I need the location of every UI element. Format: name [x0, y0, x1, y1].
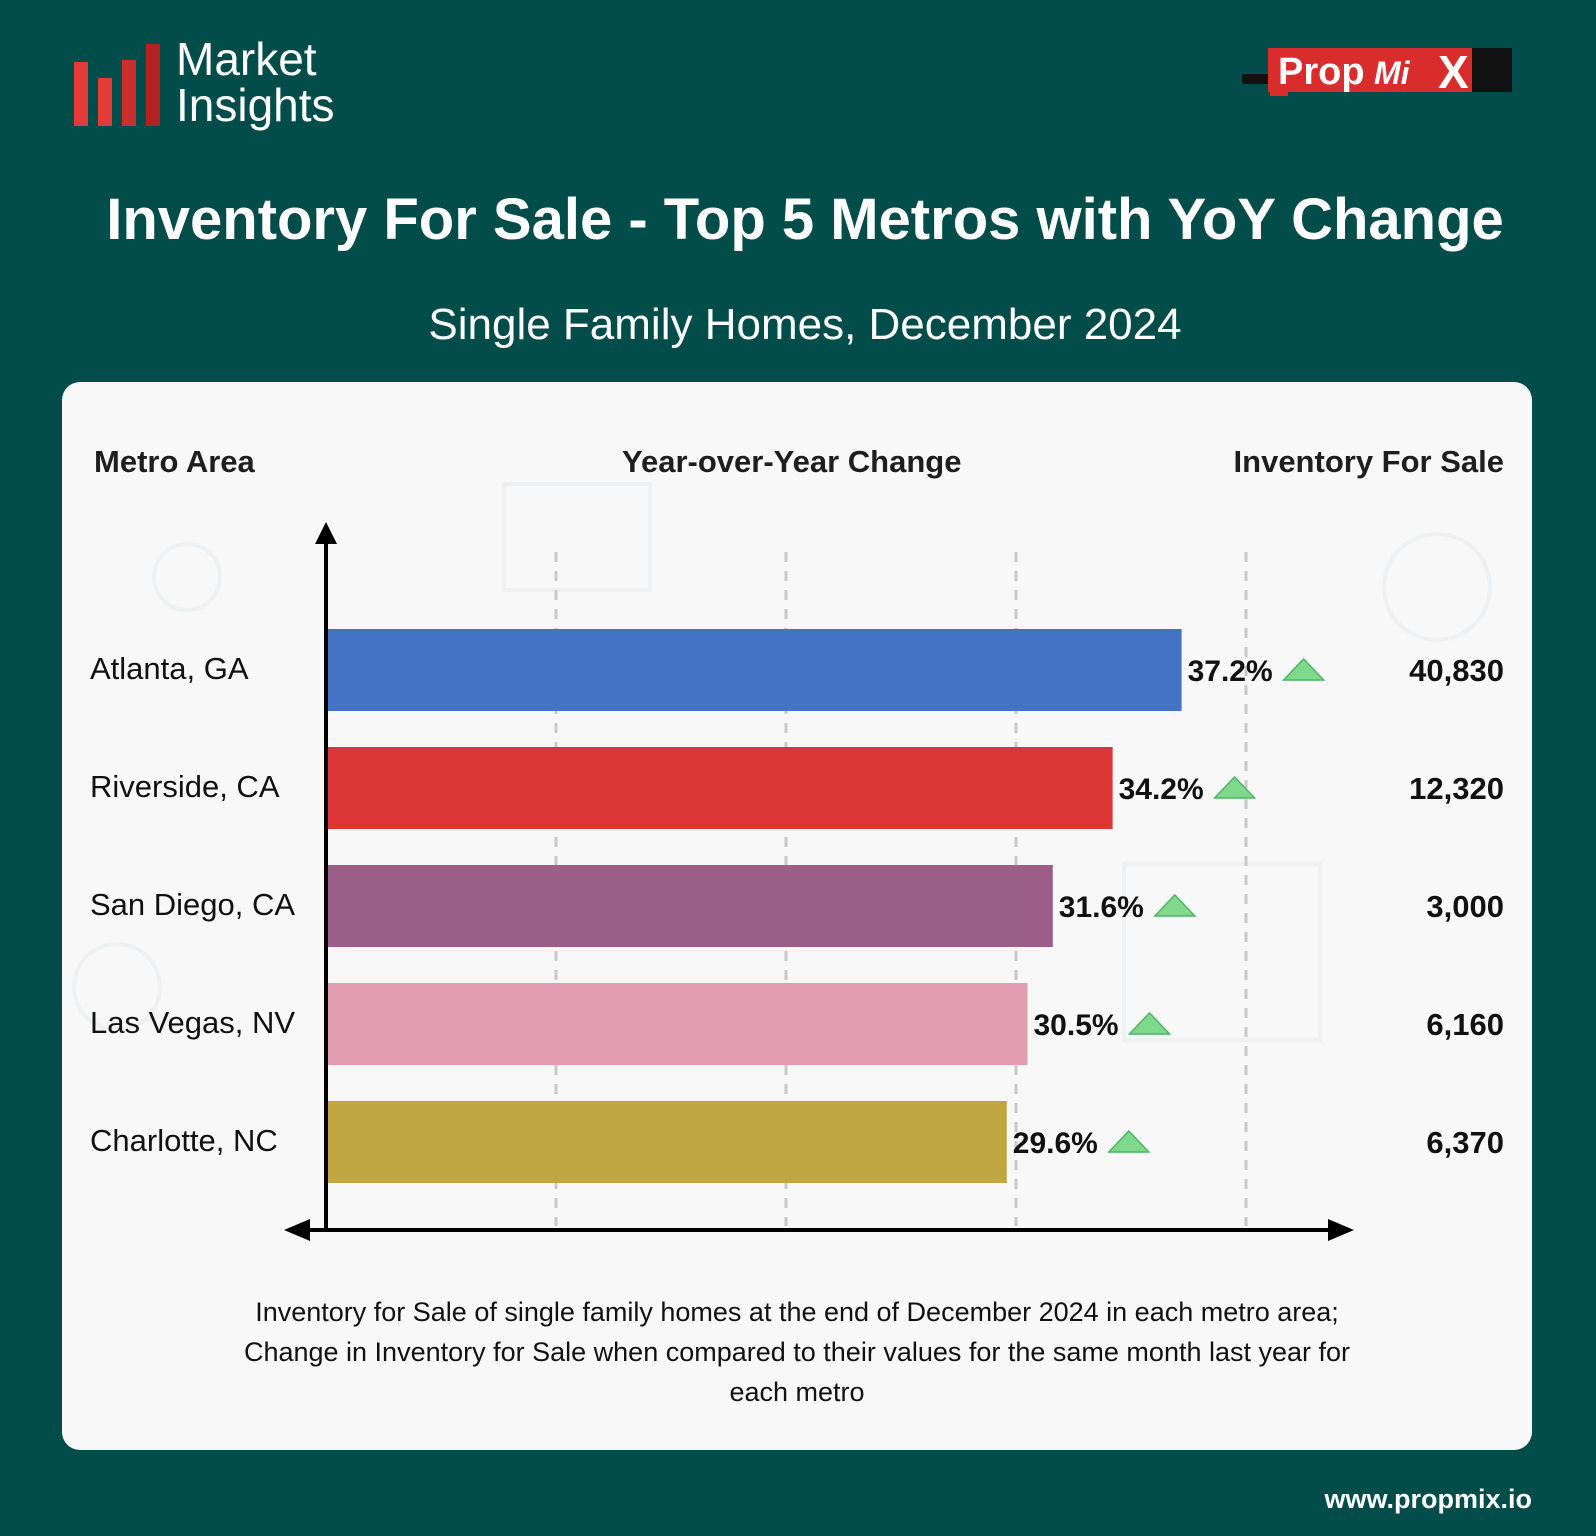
column-header-inventory: Inventory For Sale [1233, 444, 1504, 479]
chart-title: Inventory For Sale - Top 5 Metros with Y… [106, 187, 1504, 252]
bar [326, 865, 1053, 947]
up-triangle-icon [1212, 775, 1257, 799]
column-header-yoy: Year-over-Year Change [622, 444, 962, 479]
chart-subtitle: Single Family Homes, December 2024 [428, 300, 1182, 349]
inventory-value: 3,000 [1426, 889, 1504, 924]
x-axis-right-arrow-icon [1328, 1219, 1354, 1241]
metro-label: San Diego, CA [90, 887, 296, 922]
chart-card: Metro Area Year-over-Year Change Invento… [62, 382, 1532, 1450]
bar-value-label: 34.2% [1119, 773, 1204, 806]
inventory-value: 12,320 [1409, 771, 1504, 806]
brand-line-2: Insights [176, 79, 335, 131]
bar-value-label: 31.6% [1059, 891, 1144, 924]
y-axis-arrow-icon [315, 522, 337, 544]
bar-value-label: 29.6% [1013, 1127, 1098, 1160]
footnote-line-1: Inventory for Sale of single family home… [255, 1297, 1339, 1327]
x-axis-left-arrow-icon [284, 1219, 310, 1241]
bar-value-label: 37.2% [1188, 655, 1273, 688]
inventory-value: 40,830 [1409, 653, 1504, 688]
yoy-bar-chart: 37.2% 34.2% 31.6% 30.5% 29.6% [284, 522, 1354, 1241]
footnote-line-3: each metro [729, 1377, 865, 1407]
propmix-logo-mi: Mi [1374, 55, 1411, 91]
website-url[interactable]: www.propmix.io [1324, 1484, 1532, 1514]
decorative-document-icon [502, 482, 652, 592]
up-triangle-icon [1127, 1011, 1172, 1035]
up-triangle-icon [1153, 893, 1197, 917]
inventory-value: 6,370 [1426, 1125, 1504, 1160]
metro-label: Las Vegas, NV [90, 1005, 296, 1040]
propmix-logo-text: Prop [1278, 51, 1365, 93]
decorative-monitor-icon [1122, 862, 1322, 1042]
brand-line-1: Market [176, 33, 317, 85]
column-header-metro: Metro Area [94, 444, 255, 479]
bar [326, 983, 1028, 1065]
inventory-value: 6,160 [1426, 1007, 1504, 1042]
bar [326, 629, 1182, 711]
decorative-gear-icon [152, 542, 222, 612]
metro-label: Atlanta, GA [90, 651, 249, 686]
metro-label: Charlotte, NC [90, 1123, 278, 1158]
up-triangle-icon [1107, 1129, 1151, 1153]
propmix-logo-x: X [1438, 46, 1469, 98]
bar [326, 1101, 1007, 1183]
bar-chart-logo-icon [74, 38, 164, 126]
up-triangle-icon [1281, 657, 1326, 681]
chart-footnote: Inventory for Sale of single family home… [162, 1292, 1432, 1412]
brand-name: Market Insights [176, 36, 335, 128]
bar-value-label: 30.5% [1034, 1009, 1119, 1042]
decorative-globe-icon [1382, 532, 1492, 642]
propmix-logo: Prop Mi X [1242, 46, 1512, 98]
metro-label: Riverside, CA [90, 769, 280, 804]
bar [326, 747, 1113, 829]
decorative-magnifier-icon [72, 942, 162, 1032]
market-insights-logo: Market Insights [74, 36, 335, 128]
footnote-line-2: Change in Inventory for Sale when compar… [243, 1337, 1351, 1367]
